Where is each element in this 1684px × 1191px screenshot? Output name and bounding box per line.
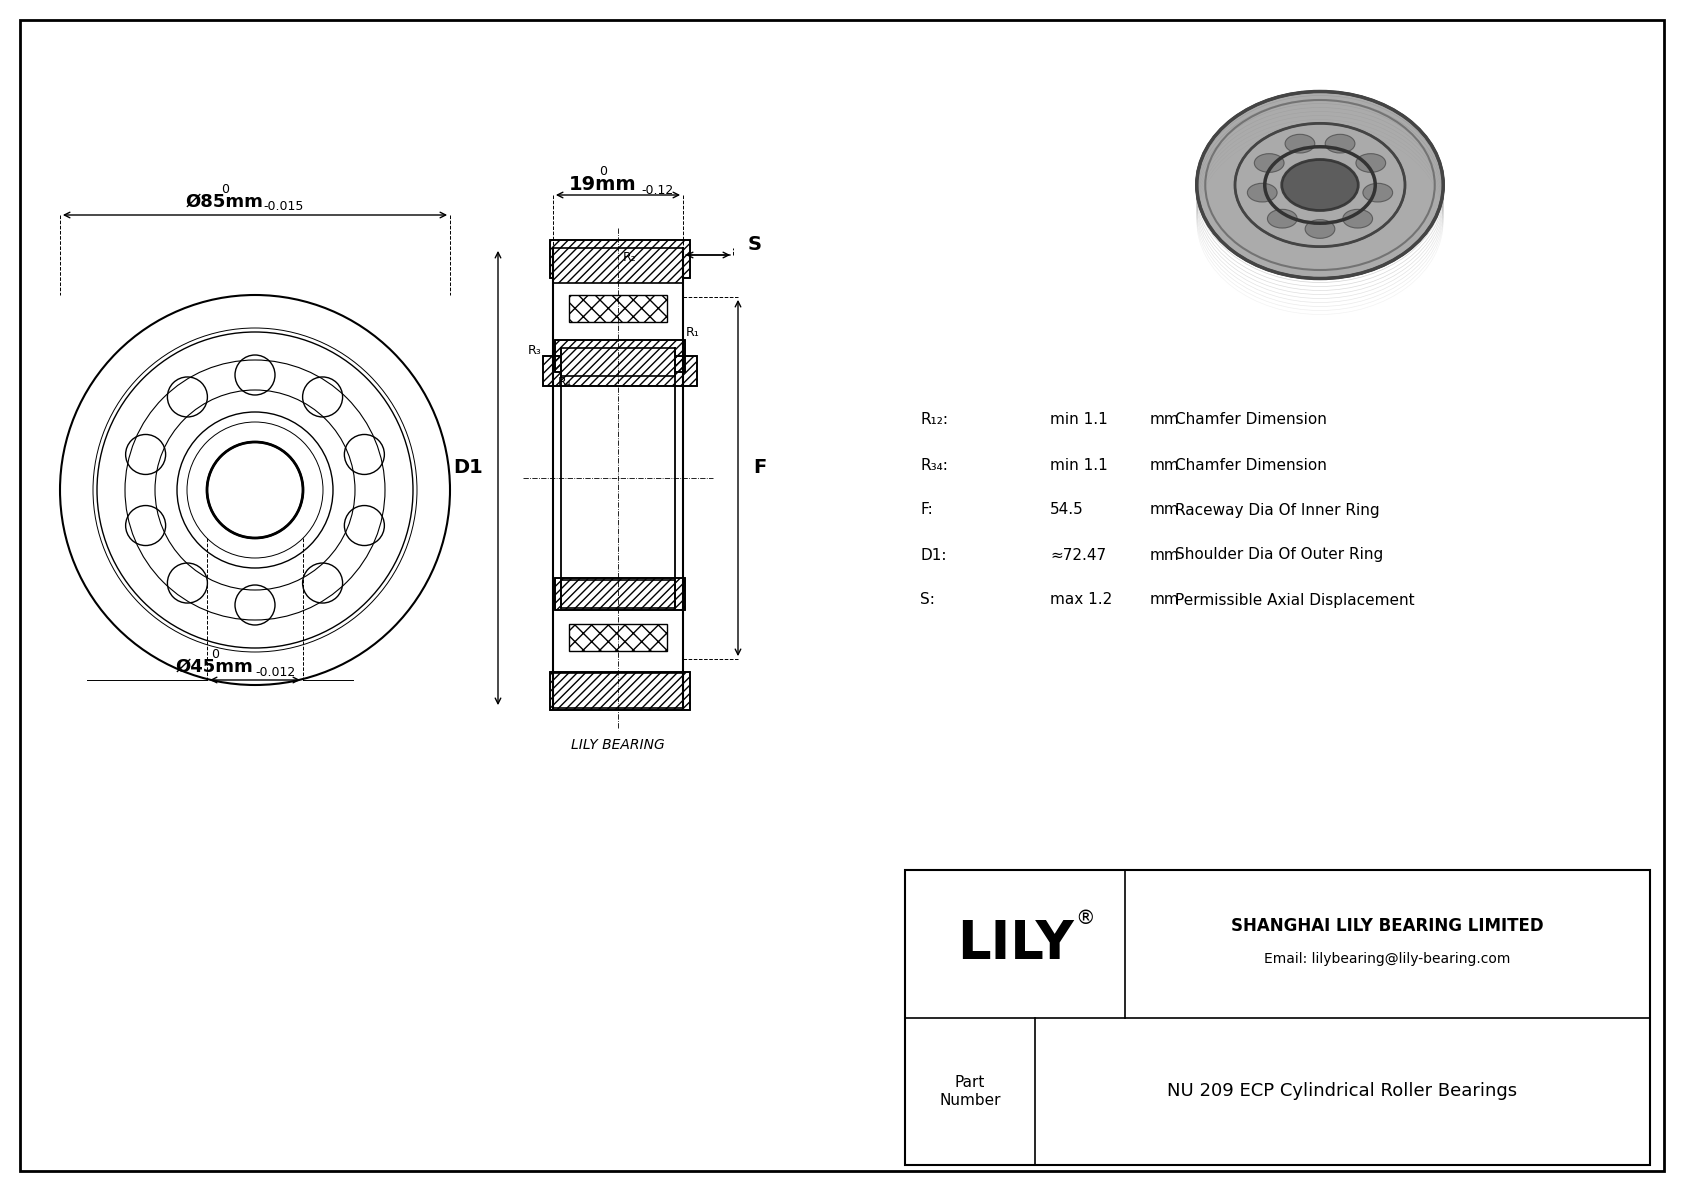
Text: Ø45mm: Ø45mm xyxy=(177,657,254,676)
Text: NU 209 ECP Cylindrical Roller Bearings: NU 209 ECP Cylindrical Roller Bearings xyxy=(1167,1083,1517,1100)
Text: Chamfer Dimension: Chamfer Dimension xyxy=(1175,412,1327,428)
Text: F: F xyxy=(753,459,766,478)
Text: min 1.1: min 1.1 xyxy=(1051,457,1108,473)
Text: ≈72.47: ≈72.47 xyxy=(1051,548,1106,562)
Text: F:: F: xyxy=(919,503,933,518)
Ellipse shape xyxy=(1325,135,1356,152)
Bar xyxy=(569,295,667,322)
Bar xyxy=(556,578,685,610)
Text: Ø85mm: Ø85mm xyxy=(185,193,264,211)
Ellipse shape xyxy=(1305,219,1335,238)
Ellipse shape xyxy=(1255,154,1285,173)
Text: -0.12: -0.12 xyxy=(642,183,674,197)
Text: mm: mm xyxy=(1150,548,1180,562)
Bar xyxy=(569,624,667,651)
Ellipse shape xyxy=(1248,183,1276,202)
Bar xyxy=(552,673,684,707)
Text: mm: mm xyxy=(1150,457,1180,473)
Text: -0.012: -0.012 xyxy=(254,666,295,679)
Text: Permissible Axial Displacement: Permissible Axial Displacement xyxy=(1175,592,1415,607)
Bar xyxy=(551,241,690,278)
Text: mm: mm xyxy=(1150,412,1180,428)
Text: Part
Number: Part Number xyxy=(940,1075,1000,1108)
Text: 0: 0 xyxy=(210,648,219,661)
Text: Email: lilybearing@lily-bearing.com: Email: lilybearing@lily-bearing.com xyxy=(1265,952,1511,966)
Text: R₄: R₄ xyxy=(557,376,573,389)
Text: 0: 0 xyxy=(221,183,229,197)
Ellipse shape xyxy=(1234,124,1404,247)
Text: 0: 0 xyxy=(600,166,606,177)
Text: -0.015: -0.015 xyxy=(263,200,303,213)
Text: mm: mm xyxy=(1150,592,1180,607)
Text: SHANGHAI LILY BEARING LIMITED: SHANGHAI LILY BEARING LIMITED xyxy=(1231,917,1544,935)
Text: R₃: R₃ xyxy=(529,344,542,357)
Ellipse shape xyxy=(1197,92,1443,279)
Text: mm: mm xyxy=(1150,503,1180,518)
Bar xyxy=(551,241,690,278)
Bar xyxy=(556,339,685,372)
Text: min 1.1: min 1.1 xyxy=(1051,412,1108,428)
Text: Raceway Dia Of Inner Ring: Raceway Dia Of Inner Ring xyxy=(1175,503,1379,518)
Text: S:: S: xyxy=(919,592,935,607)
Bar xyxy=(904,869,1650,1165)
Text: R₃₄:: R₃₄: xyxy=(919,457,948,473)
Bar xyxy=(551,672,690,710)
Bar xyxy=(542,356,697,386)
Ellipse shape xyxy=(1342,210,1372,227)
Text: S: S xyxy=(748,235,761,254)
Text: 54.5: 54.5 xyxy=(1051,503,1084,518)
Bar xyxy=(556,339,685,372)
Text: LILY BEARING: LILY BEARING xyxy=(571,738,665,752)
Text: Shoulder Dia Of Outer Ring: Shoulder Dia Of Outer Ring xyxy=(1175,548,1383,562)
Ellipse shape xyxy=(1268,210,1297,227)
Text: R₂: R₂ xyxy=(623,251,637,264)
Bar xyxy=(552,248,684,283)
Text: 19mm: 19mm xyxy=(569,175,637,194)
Bar xyxy=(561,580,675,607)
Text: LILY: LILY xyxy=(957,918,1073,969)
Ellipse shape xyxy=(1356,154,1386,173)
Bar xyxy=(551,672,690,710)
Text: R₁: R₁ xyxy=(685,326,701,339)
Text: Chamfer Dimension: Chamfer Dimension xyxy=(1175,457,1327,473)
Text: max 1.2: max 1.2 xyxy=(1051,592,1111,607)
Ellipse shape xyxy=(1362,183,1393,202)
Bar xyxy=(542,356,697,386)
Ellipse shape xyxy=(1282,160,1359,211)
Text: D1: D1 xyxy=(453,459,483,478)
Text: ®: ® xyxy=(1074,910,1095,929)
Bar xyxy=(561,348,675,376)
Text: R₁₂:: R₁₂: xyxy=(919,412,948,428)
Bar xyxy=(556,578,685,610)
Text: D1:: D1: xyxy=(919,548,946,562)
Ellipse shape xyxy=(1285,135,1315,152)
